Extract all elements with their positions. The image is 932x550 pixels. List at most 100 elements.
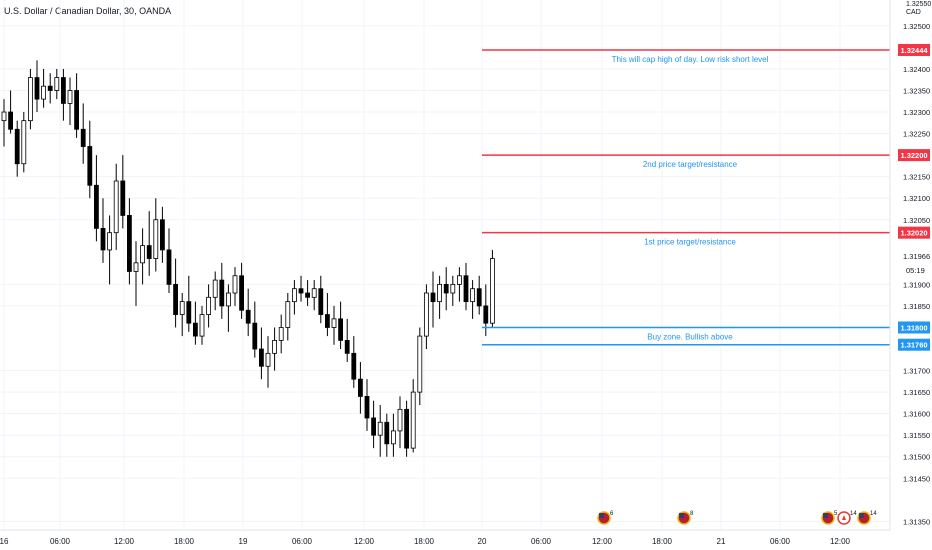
candle <box>212 279 218 298</box>
candle <box>186 301 192 324</box>
candle <box>311 288 317 298</box>
candle <box>357 378 363 397</box>
time-axis-label: 19 <box>239 537 248 546</box>
price-axis-label: 1.32050 <box>903 216 930 225</box>
price-axis-label: 1.31700 <box>903 367 930 376</box>
candle <box>338 318 344 341</box>
price-axis-label: 1.31850 <box>903 302 930 311</box>
time-axis-label: 12:00 <box>830 537 851 546</box>
candle <box>291 288 297 303</box>
candle <box>331 318 337 328</box>
candle <box>74 90 79 130</box>
candle <box>192 322 198 337</box>
price-axis-label: 1.32550 <box>906 1 931 8</box>
price-axis-label: 1.31600 <box>903 410 930 419</box>
candle <box>8 111 14 130</box>
candle <box>371 417 377 436</box>
candle <box>199 314 205 337</box>
price-level-tag <box>898 321 930 334</box>
candle <box>318 288 324 315</box>
candle <box>146 245 152 259</box>
candle <box>14 128 20 165</box>
price-level-tag <box>898 226 930 239</box>
candle <box>219 279 225 307</box>
price-level-tag-label: 1.32444 <box>900 46 928 55</box>
candle <box>410 391 416 449</box>
price-level-tag-label: 1.31800 <box>900 323 927 332</box>
candle <box>21 120 27 165</box>
candle <box>463 275 469 303</box>
event-count: 8 <box>690 511 694 517</box>
price-axis-label: 1.31900 <box>903 280 930 289</box>
candle <box>384 421 390 445</box>
price-axis-label: 1.32250 <box>903 130 930 139</box>
time-axis-label: 18:00 <box>414 537 435 546</box>
time-axis-label: 18:00 <box>174 537 195 546</box>
price-axis-label: 1.32400 <box>903 65 930 74</box>
candle <box>364 396 370 419</box>
candle <box>285 301 291 328</box>
time-axis-label: 06:00 <box>770 537 791 546</box>
price-axis-label: 1.32150 <box>903 173 930 182</box>
price-axis-label: 1.32350 <box>903 86 930 95</box>
time-axis-label: 12:00 <box>114 537 135 546</box>
price-axis-label: 1.32500 <box>903 22 930 31</box>
candle <box>87 146 93 186</box>
symbol-title: U.S. Dollar / Canadian Dollar, 30, OANDA <box>4 6 172 16</box>
event-count: 5 <box>834 511 838 517</box>
time-axis-label: 20 <box>478 537 487 546</box>
time-axis-label: 16 <box>0 537 9 546</box>
candle <box>298 288 304 294</box>
candle <box>377 421 383 436</box>
price-axis-label: 1.31650 <box>903 388 930 397</box>
candle <box>456 275 462 285</box>
candle <box>80 128 86 147</box>
candle <box>489 258 495 324</box>
candle <box>27 77 33 122</box>
bar-countdown-label: 05:19 <box>906 266 925 275</box>
candle <box>476 288 482 307</box>
candle <box>34 77 40 100</box>
level-note: 2nd price target/resistance <box>643 160 738 169</box>
candle <box>430 292 436 303</box>
flag-canton <box>859 513 864 518</box>
event-count: 14 <box>850 511 857 517</box>
candle <box>61 77 66 104</box>
event-count: 6 <box>610 511 614 517</box>
level-note: 1st price target/resistance <box>644 238 736 247</box>
candle <box>159 219 165 251</box>
candle <box>397 408 403 432</box>
candle <box>450 283 456 294</box>
price-axis-label: 1.31500 <box>903 453 930 462</box>
candle <box>153 219 159 259</box>
price-level-tag <box>898 43 930 56</box>
candle <box>252 322 258 350</box>
candle <box>166 249 172 285</box>
candle <box>173 283 179 315</box>
candle <box>305 292 311 298</box>
candle <box>179 301 185 315</box>
flag-canton <box>679 513 684 518</box>
price-axis-label: 1.32100 <box>903 194 930 203</box>
candle <box>120 180 126 216</box>
time-axis-label: 06:00 <box>531 537 552 546</box>
candle <box>258 348 264 367</box>
candle <box>140 245 146 264</box>
candle <box>404 408 410 449</box>
price-axis-label: 1.32300 <box>903 108 930 117</box>
price-axis-label: 1.31350 <box>903 517 930 526</box>
candle <box>417 335 423 393</box>
candle <box>1 111 7 122</box>
candle <box>390 430 396 445</box>
level-note: This will cap high of day. Low risk shor… <box>612 55 769 64</box>
candle <box>232 275 238 294</box>
candle <box>324 314 330 328</box>
candle <box>47 85 53 91</box>
time-axis-label: 06:00 <box>50 537 71 546</box>
time-axis-label: 18:00 <box>652 537 673 546</box>
candle <box>272 340 278 354</box>
candle <box>437 283 443 303</box>
price-axis[interactable] <box>890 0 932 550</box>
